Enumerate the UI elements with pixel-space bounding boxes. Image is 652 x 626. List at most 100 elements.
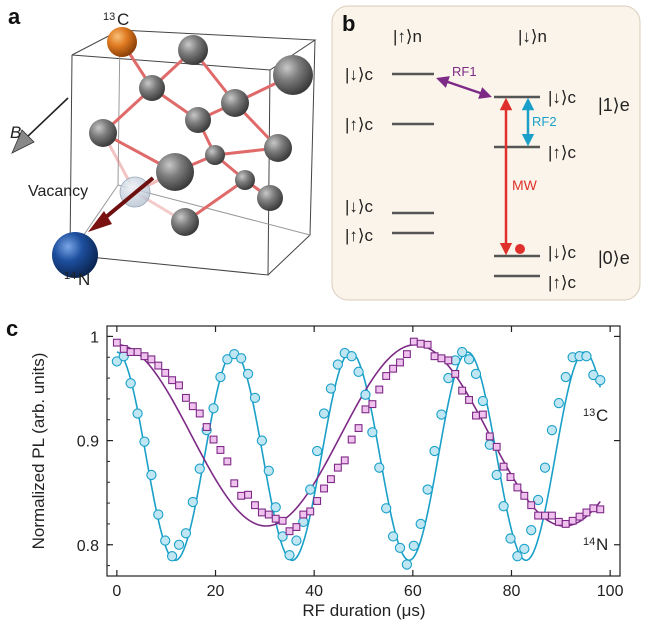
data-point-circle (132, 408, 143, 419)
data-point-circle (360, 389, 371, 400)
level-label: |↑⟩c (345, 115, 374, 134)
data-point-circle (325, 383, 337, 394)
data-point-square (257, 508, 266, 517)
data-point-circle (139, 436, 150, 447)
x-tick-label: 80 (503, 583, 521, 600)
data-point-square (451, 369, 460, 378)
data-point-circle (374, 462, 385, 473)
y-tick-label: 1 (90, 329, 99, 346)
data-points (111, 337, 606, 570)
data-point-square (416, 339, 425, 348)
data-point-square (181, 393, 190, 402)
carbon-atom (89, 119, 117, 147)
data-point-square (485, 432, 494, 441)
nv-axis-arrow (88, 176, 155, 232)
data-point-circle (284, 550, 295, 561)
n14-label-main: N (78, 270, 90, 289)
data-point-circle (581, 351, 592, 362)
plot-frame (106, 325, 621, 577)
data-point-square (492, 442, 501, 451)
data-point-square (368, 400, 377, 409)
panel-a-letter: a (8, 4, 21, 29)
data-point-square (596, 505, 605, 514)
level-label: |↓⟩c (345, 65, 374, 84)
carbon-atom (156, 153, 194, 191)
data-point-square (402, 350, 411, 359)
data-point-circle (160, 535, 171, 546)
data-point-circle (415, 518, 426, 530)
data-point-square (168, 376, 177, 385)
data-point-circle (111, 356, 123, 367)
data-point-square (465, 396, 474, 404)
data-point-square (389, 364, 398, 373)
level-label: |↓⟩c (548, 88, 577, 107)
level-label: |↑⟩c (548, 143, 577, 162)
data-point-circle (146, 469, 157, 481)
panel-c-letter: c (6, 316, 18, 341)
data-point-circle (539, 462, 551, 473)
data-point-circle (560, 371, 571, 383)
data-point-circle (394, 542, 406, 554)
data-point-square (499, 462, 508, 471)
data-point-circle (249, 392, 261, 404)
carbon-atom (205, 145, 225, 165)
data-point-circle (346, 351, 357, 362)
data-point-square (382, 372, 391, 380)
data-point-square (306, 507, 315, 516)
data-point-square (527, 501, 536, 510)
data-point-square (216, 446, 225, 454)
data-point-circle (505, 533, 516, 544)
data-point-square (430, 352, 439, 361)
data-point-circle (318, 408, 330, 419)
data-point-square (251, 501, 259, 510)
panel-a: a (8, 4, 317, 289)
data-point-square (140, 352, 149, 361)
data-point-square (437, 354, 446, 363)
nitrogen14-atom (52, 232, 98, 278)
data-point-circle (187, 496, 198, 508)
y-axis-label: Normalized PL (arb. units) (29, 353, 48, 550)
data-point-square (506, 473, 515, 481)
data-point-circle (387, 531, 399, 542)
carbon-atom (171, 208, 199, 236)
data-point-square (396, 358, 404, 367)
data-point-circle (194, 463, 205, 474)
c13-annotation-superscript: 13 (583, 407, 595, 419)
electron-state-0-label: |0⟩e (598, 248, 630, 268)
carbon-atom (273, 55, 313, 95)
column-header-up-n: |↑⟩n (393, 27, 422, 46)
data-point-circle (470, 368, 482, 380)
population-dot (515, 244, 525, 254)
data-point-square (320, 484, 328, 493)
data-point-circle (305, 484, 316, 495)
mw-label: MW (512, 177, 538, 193)
data-point-square (292, 523, 301, 531)
data-point-square (154, 361, 163, 370)
data-point-square (230, 479, 239, 488)
b-field-arrow (11, 97, 69, 154)
carbon-atom (178, 35, 208, 65)
data-point-circle (553, 397, 564, 409)
data-point-circle (277, 531, 288, 542)
b-field-label: B (10, 123, 21, 142)
data-point-square (458, 386, 467, 395)
data-point-circle (512, 551, 523, 562)
data-point-circle (401, 559, 413, 570)
data-point-circle (173, 539, 185, 550)
data-point-circle (311, 445, 323, 457)
y-tick-label: 0.9 (77, 434, 99, 451)
data-point-circle (477, 395, 489, 407)
data-point-circle (443, 372, 454, 384)
lattice-atoms (52, 27, 313, 278)
data-point-square (547, 511, 556, 520)
data-point-square (195, 409, 204, 418)
data-point-circle (263, 465, 274, 476)
data-point-square (589, 504, 598, 513)
carbon-atom (264, 134, 292, 162)
data-point-circle (546, 425, 558, 436)
data-point-square (326, 475, 335, 484)
panel-c: c 0 20 40 60 80 100 0.8 0.9 1 RF duration (μs) N… (6, 316, 624, 620)
panel-b-letter: b (342, 11, 355, 36)
data-point-circle (367, 427, 378, 438)
